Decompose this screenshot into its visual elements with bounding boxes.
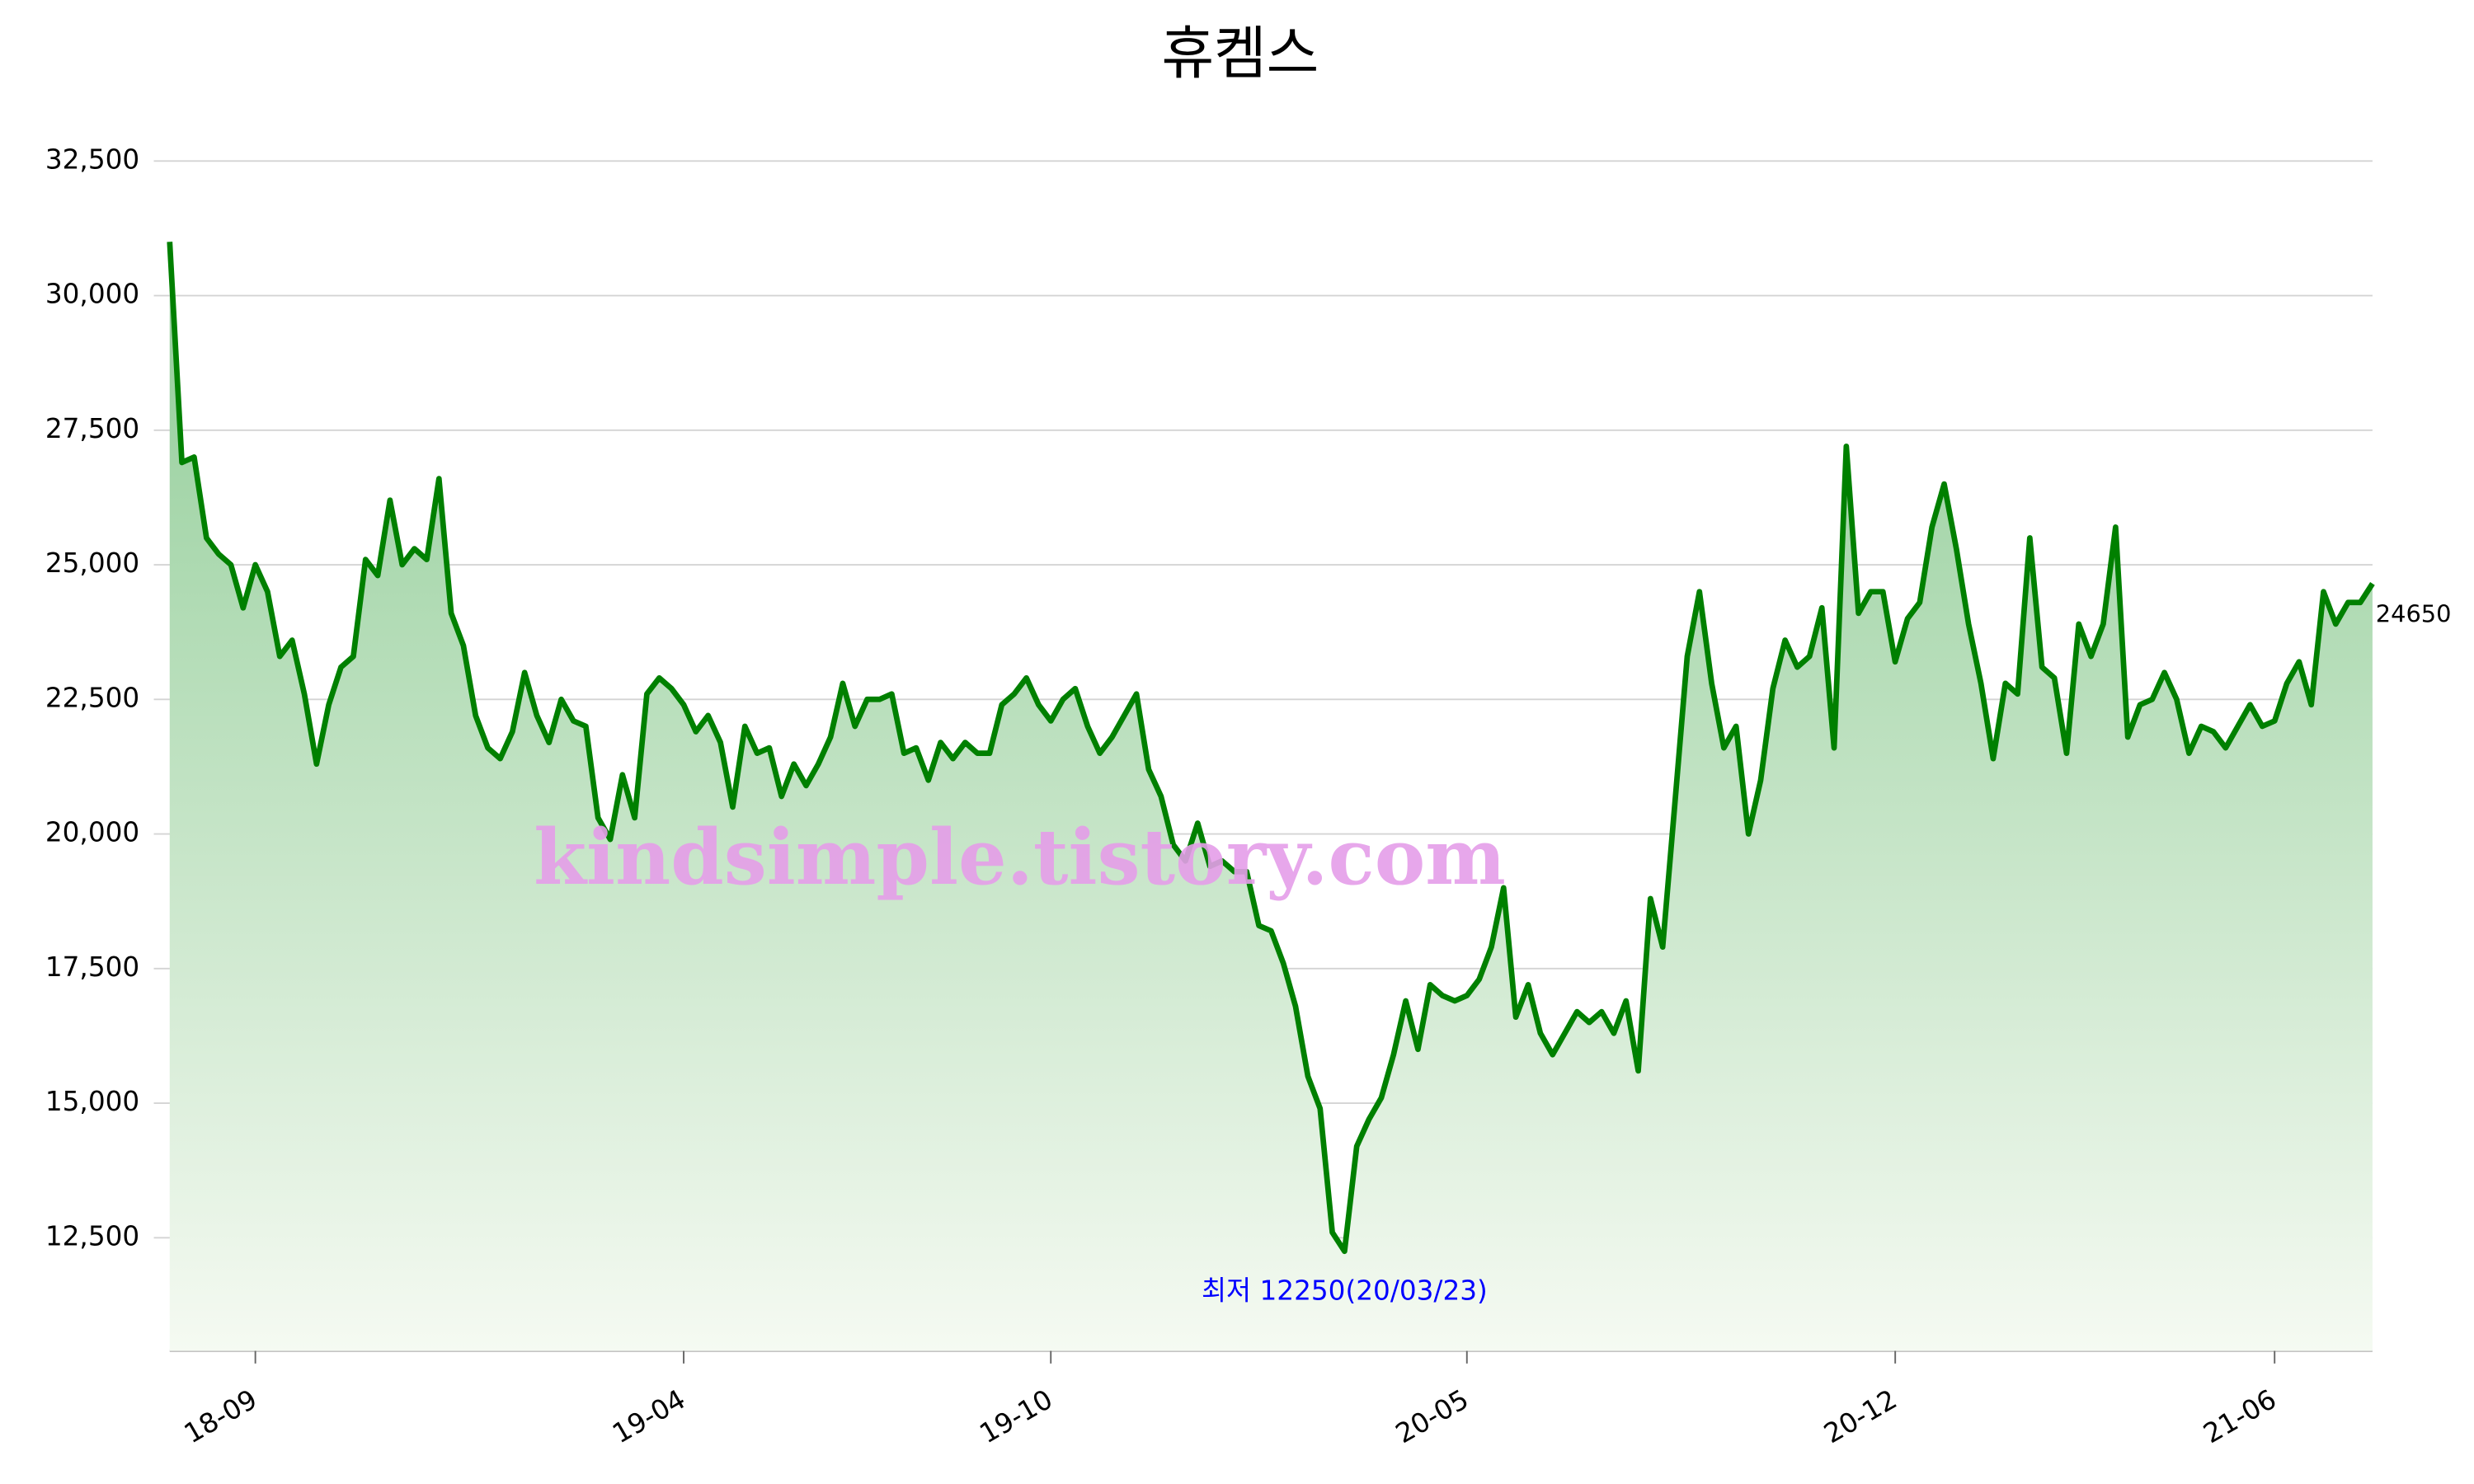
- x-tick-label: 19-04: [607, 1383, 690, 1449]
- x-tick-label: 18-09: [179, 1383, 262, 1449]
- y-tick-label: 30,000: [45, 279, 139, 310]
- y-tick-label: 15,000: [45, 1086, 139, 1117]
- y-tick-label: 20,000: [45, 817, 139, 848]
- x-tick-label: 19-10: [974, 1383, 1057, 1449]
- min-annotation: 최저 12250(20/03/23): [1202, 1275, 1488, 1307]
- price-line: [167, 242, 2375, 1255]
- x-tick-label: 20-12: [1818, 1383, 1902, 1449]
- last-value-label: 24650: [2376, 599, 2452, 627]
- chart-title: 휴켐스: [1161, 21, 1319, 87]
- y-tick-label: 27,500: [45, 413, 139, 444]
- y-tick-label: 22,500: [45, 682, 139, 713]
- watermark: kindsimple.tistory.com: [534, 812, 1506, 902]
- x-tick-label: 20-05: [1390, 1383, 1474, 1449]
- x-tick-label: 21-06: [2198, 1383, 2281, 1449]
- y-tick-label: 12,500: [45, 1220, 139, 1252]
- y-tick-label: 17,500: [45, 951, 139, 983]
- y-tick-label: 25,000: [45, 547, 139, 579]
- area-fill: [169, 242, 2373, 1351]
- y-tick-label: 32,500: [45, 143, 139, 175]
